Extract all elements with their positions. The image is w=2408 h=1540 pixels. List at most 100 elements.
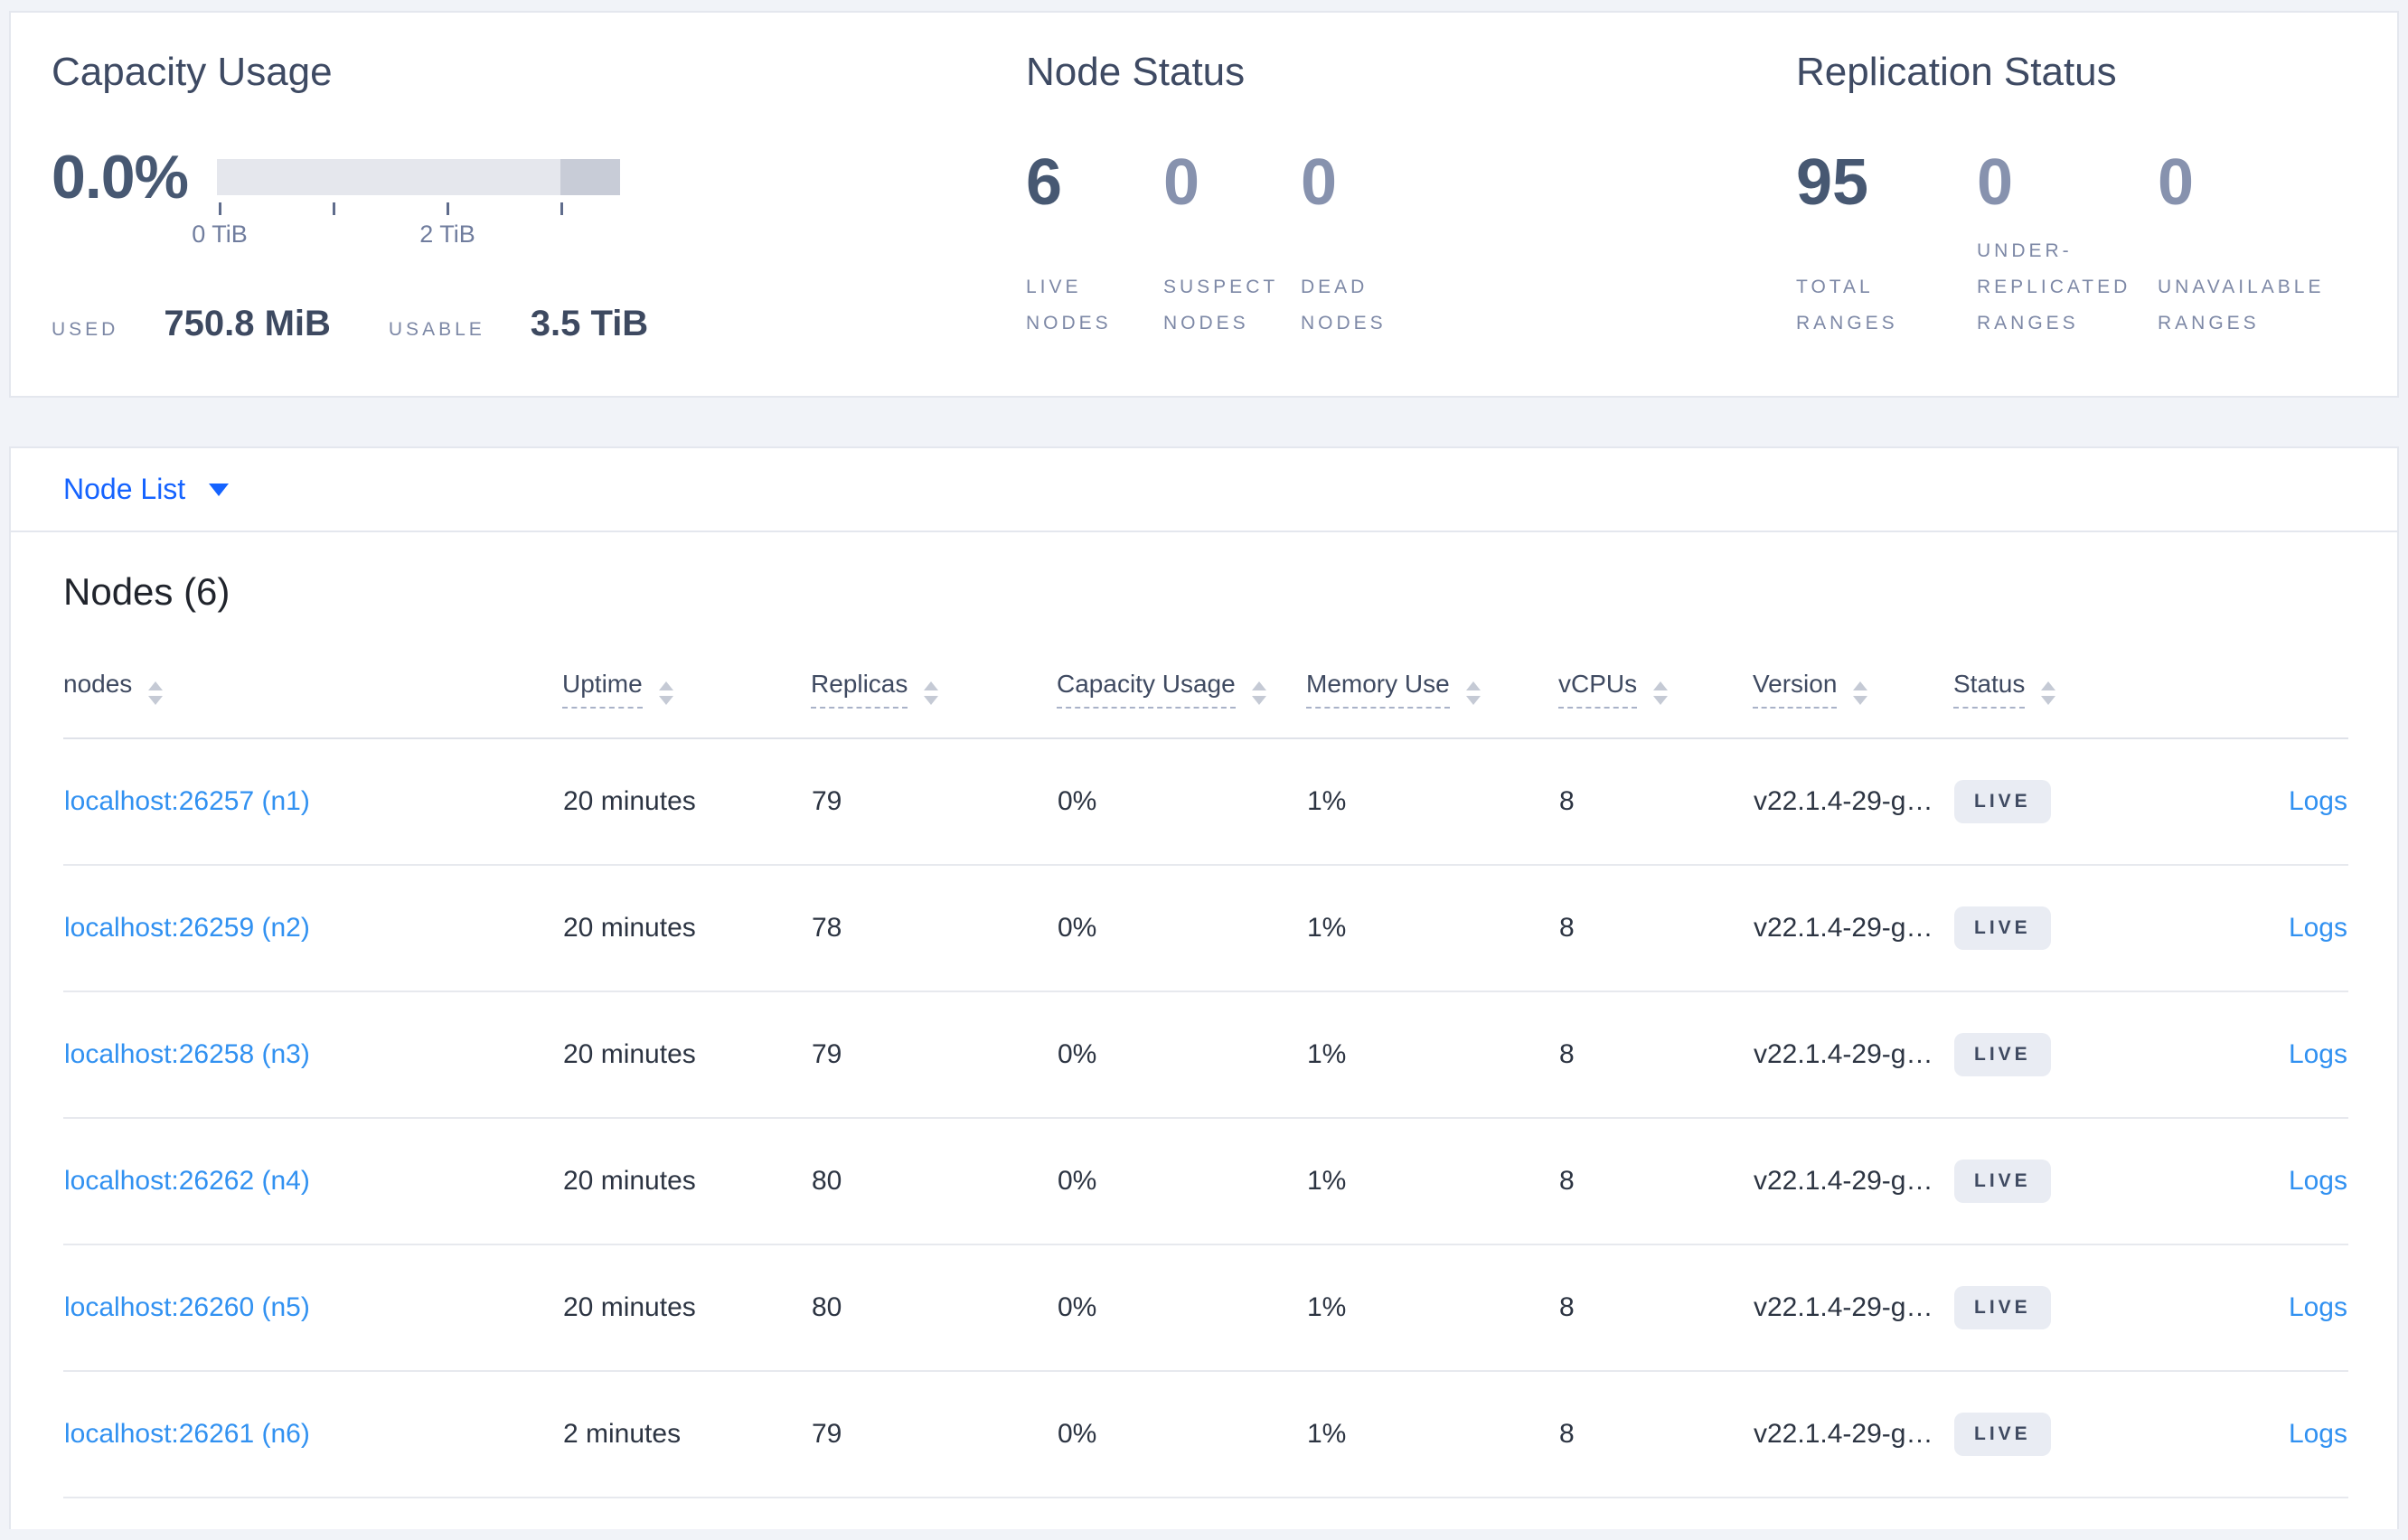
memory-use-cell: 1% [1306, 1118, 1558, 1245]
column-header-label: Replicas [811, 670, 908, 709]
logs-link[interactable]: Logs [2288, 1419, 2347, 1449]
node-status-labels: LIVE NODES SUSPECT NODES DEAD NODES [1026, 215, 1796, 342]
column-header-vcpus[interactable]: vCPUs [1558, 623, 1753, 739]
total-ranges-label: TOTAL RANGES [1796, 277, 1898, 333]
column-header-status[interactable]: Status [1953, 623, 2162, 739]
nodes-table-title: Nodes (6) [63, 570, 230, 613]
node-address-link[interactable]: localhost:26260 (n5) [64, 1292, 310, 1322]
column-header-label: nodes [63, 670, 133, 698]
logs-link[interactable]: Logs [2288, 1292, 2347, 1322]
nodes-table-row: localhost:26261 (n6) 2 minutes 79 0% 1% … [63, 1371, 2348, 1498]
node-address-link[interactable]: localhost:26257 (n1) [64, 786, 310, 816]
capacity-meter-ticks [217, 195, 620, 215]
axis-tick [219, 202, 221, 215]
node-address-link[interactable]: localhost:26261 (n6) [64, 1419, 310, 1449]
sort-arrows-icon [1853, 681, 1868, 705]
vcpus-cell: 8 [1558, 1371, 1753, 1498]
unavailable-ranges-label: UNAVAILABLE RANGES [2158, 277, 2325, 333]
column-header-label: vCPUs [1558, 670, 1638, 709]
unavailable-ranges-value: 0 [2158, 146, 2195, 219]
under-replicated-ranges-label: UNDER-REPLICATED RANGES [1977, 240, 2131, 333]
memory-use-cell: 1% [1306, 991, 1558, 1119]
axis-tick [333, 202, 335, 215]
axis-tick [560, 202, 563, 215]
capacity-meter-dark-segment [560, 159, 620, 195]
cluster-summary-card: Capacity Usage 0.0% 0 TiB 2 TiB [9, 11, 2399, 398]
capacity-meter-axis: 0 TiB 2 TiB [192, 215, 620, 248]
live-nodes-label: LIVE NODES [1026, 277, 1112, 333]
nodes-table-row: localhost:26260 (n5) 20 minutes 80 0% 1%… [63, 1244, 2348, 1372]
column-header-capacity-usage[interactable]: Capacity Usage [1057, 623, 1306, 739]
vcpus-cell: 8 [1558, 865, 1753, 992]
column-header-label: Status [1953, 670, 2026, 709]
nodes-table-row: localhost:26262 (n4) 20 minutes 80 0% 1%… [63, 1118, 2348, 1245]
column-header-uptime[interactable]: Uptime [562, 623, 811, 739]
status-badge: LIVE [1954, 1413, 2051, 1456]
chevron-down-icon [209, 483, 230, 496]
uptime-cell: 20 minutes [562, 1244, 811, 1372]
usable-label: USABLE [388, 319, 485, 340]
node-address-link[interactable]: localhost:26262 (n4) [64, 1166, 310, 1196]
version-cell: v22.1.4-29-g… [1753, 1118, 1953, 1245]
view-selector-bar: Node List [11, 448, 2397, 532]
column-header-version[interactable]: Version [1753, 623, 1953, 739]
column-header-nodes[interactable]: nodes [63, 623, 562, 739]
suspect-nodes-label: SUSPECT NODES [1163, 277, 1278, 333]
total-ranges-value: 95 [1796, 146, 1869, 219]
capacity-meter-track [217, 159, 620, 195]
uptime-cell: 20 minutes [562, 738, 811, 866]
capacity-usage-cell: 0% [1057, 738, 1306, 866]
nodes-table-header-row: nodes Uptime Replicas Capacity Usage Memory … [63, 623, 2348, 739]
nodes-table: nodes Uptime Replicas Capacity Usage Memory … [63, 623, 2348, 1498]
capacity-usage-cell: 0% [1057, 865, 1306, 992]
node-address-link[interactable]: localhost:26258 (n3) [64, 1039, 310, 1069]
column-header-label: Memory Use [1306, 670, 1450, 709]
uptime-cell: 20 minutes [562, 1118, 811, 1245]
sort-arrows-icon [2041, 681, 2056, 705]
logs-link[interactable]: Logs [2288, 913, 2347, 943]
nodes-table-row: localhost:26259 (n2) 20 minutes 78 0% 1%… [63, 865, 2348, 992]
column-header-memory-use[interactable]: Memory Use [1306, 623, 1558, 739]
nodes-table-row: localhost:26257 (n1) 20 minutes 79 0% 1%… [63, 738, 2348, 866]
live-nodes-value: 6 [1026, 146, 1063, 219]
sort-arrows-icon [148, 681, 164, 705]
replication-status-title: Replication Status [1796, 50, 2117, 94]
capacity-usage-title: Capacity Usage [52, 50, 333, 94]
column-header-replicas[interactable]: Replicas [811, 623, 1057, 739]
status-badge: LIVE [1954, 906, 2051, 950]
node-address-link[interactable]: localhost:26259 (n2) [64, 913, 310, 943]
version-cell: v22.1.4-29-g… [1753, 991, 1953, 1119]
capacity-used-usable-row: USED 750.8 MiB USABLE 3.5 TiB [52, 304, 1026, 344]
view-selector-dropdown[interactable]: Node List [11, 448, 281, 531]
used-value: 750.8 MiB [164, 304, 331, 343]
uptime-cell: 20 minutes [562, 991, 811, 1119]
version-cell: v22.1.4-29-g… [1753, 738, 1953, 866]
sort-arrows-icon [1653, 681, 1669, 705]
node-list-card: Node List Nodes (6) nodes Uptime Replicas C… [9, 446, 2399, 1529]
nodes-table-section: Nodes (6) nodes Uptime Replicas Capacity Us… [11, 532, 2397, 1529]
replicas-cell: 80 [811, 1118, 1057, 1245]
logs-link[interactable]: Logs [2288, 1039, 2347, 1069]
view-selector-label: Node List [63, 473, 186, 505]
replicas-cell: 79 [811, 991, 1057, 1119]
logs-link[interactable]: Logs [2288, 1166, 2347, 1196]
logs-link[interactable]: Logs [2288, 786, 2347, 816]
replication-status-labels: TOTAL RANGES UNDER-REPLICATED RANGES UNA… [1796, 215, 2356, 342]
axis-tick [447, 202, 449, 215]
sort-arrows-icon [924, 681, 939, 705]
capacity-usage-cell: 0% [1057, 1371, 1306, 1498]
column-header-logs [2162, 623, 2348, 739]
uptime-cell: 20 minutes [562, 865, 811, 992]
status-badge: LIVE [1954, 1286, 2051, 1329]
under-replicated-ranges-value: 0 [1977, 146, 2014, 219]
node-status-section: Node Status 6 0 0 LIVE NODES SUSPECT NOD… [1026, 47, 1796, 396]
version-cell: v22.1.4-29-g… [1753, 1371, 1953, 1498]
column-header-label: Version [1753, 670, 1838, 709]
column-header-label: Uptime [562, 670, 643, 709]
replication-status-section: Replication Status 95 0 0 TOTAL RANGES U… [1796, 47, 2356, 396]
used-label: USED [52, 319, 119, 340]
column-header-label: Capacity Usage [1057, 670, 1236, 709]
memory-use-cell: 1% [1306, 738, 1558, 866]
vcpus-cell: 8 [1558, 738, 1753, 866]
